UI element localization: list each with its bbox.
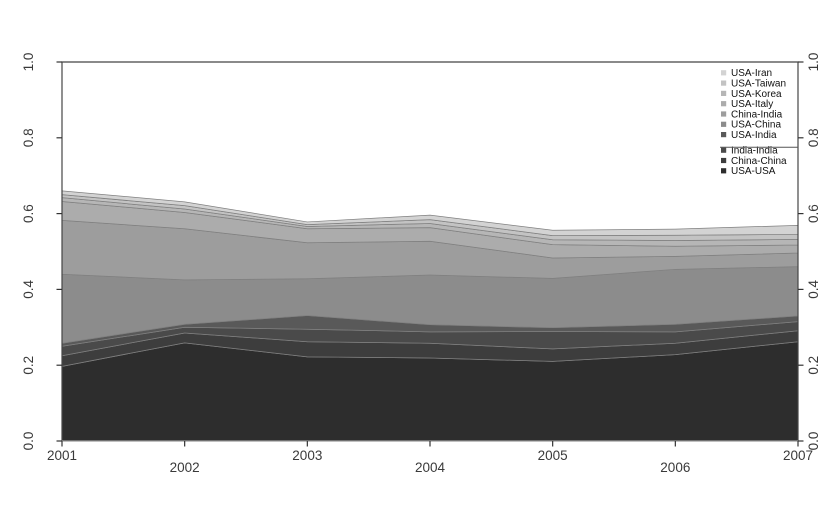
y-tick-label: 0.2 (21, 356, 36, 375)
legend-swatch-icon (721, 80, 727, 86)
legend-swatch-icon (721, 147, 727, 153)
legend-label: USA-USA (731, 166, 776, 177)
y-tick-label: 0.4 (806, 280, 821, 299)
y-tick-label: 0.6 (21, 204, 36, 223)
x-tick-label: 2003 (292, 448, 322, 463)
y-tick-label: 0.2 (806, 356, 821, 375)
x-tick-label: 2005 (538, 448, 568, 463)
legend-label: USA-Taiwan (731, 79, 786, 90)
legend-label: China-India (731, 109, 783, 120)
x-tick-label: 2006 (660, 460, 690, 475)
legend-swatch-icon (721, 132, 727, 138)
legend-label: China-China (731, 156, 787, 167)
x-tick-label: 2004 (415, 460, 446, 475)
y-tick-label: 0.0 (806, 432, 821, 451)
legend-label: USA-India (731, 130, 777, 141)
legend-label: USA-Korea (731, 89, 782, 100)
x-axis: 2001 2002 2003 2004 2005 2006 2007 (47, 441, 813, 475)
legend-label: USA-China (731, 120, 781, 131)
legend-label: India-India (731, 146, 778, 157)
x-tick-label: 2002 (170, 460, 200, 475)
y-tick-label: 0.0 (21, 432, 36, 451)
y-tick-label: 1.0 (806, 53, 821, 72)
y-tick-label: 1.0 (21, 53, 36, 72)
plot-box-border (61, 61, 799, 441)
y-axis-right: 0.0 0.2 0.4 0.6 0.8 1.0 (798, 53, 821, 451)
area-series-group (61, 190, 799, 442)
y-tick-label: 0.8 (21, 128, 36, 147)
legend-swatch-icon (721, 70, 727, 76)
legend-swatch-icon (721, 90, 727, 96)
legend-swatch-icon (721, 121, 727, 127)
legend-swatch-icon (721, 101, 727, 107)
x-tick-label: 2001 (47, 448, 77, 463)
legend-label: USA-Italy (731, 99, 773, 110)
legend-label: USA-Iran (731, 68, 772, 79)
y-tick-label: 0.4 (21, 280, 36, 299)
y-axis-left: 0.0 0.2 0.4 0.6 0.8 1.0 (21, 53, 62, 451)
y-tick-label: 0.8 (806, 128, 821, 147)
legend-swatch-icon (721, 111, 727, 117)
y-tick-label: 0.6 (806, 204, 821, 223)
legend: USA-IranUSA-TaiwanUSA-KoreaUSA-ItalyChin… (720, 68, 798, 177)
legend-swatch-icon (721, 168, 727, 174)
legend-swatch-icon (721, 157, 727, 164)
x-tick-label: 2007 (783, 448, 813, 463)
